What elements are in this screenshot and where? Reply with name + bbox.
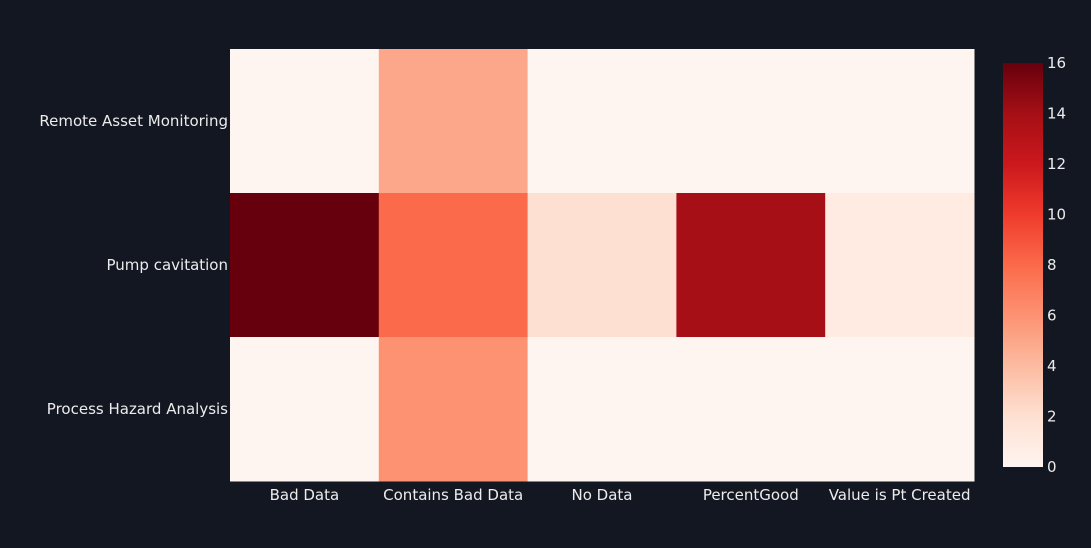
heatmap-cell [676, 193, 826, 338]
heatmap-cell [378, 193, 529, 338]
y-tick-label: Remote Asset Monitoring [39, 112, 228, 130]
x-tick-label: No Data [572, 486, 633, 504]
heatmap-cell [378, 49, 529, 194]
x-tick-label: Contains Bad Data [383, 486, 523, 504]
plot-area [230, 49, 975, 482]
colorbar-tick-label: 12 [1047, 155, 1066, 173]
colorbar-tick-label: 10 [1047, 206, 1066, 224]
heatmap-cell [527, 193, 677, 338]
heatmap-cell [378, 337, 529, 482]
colorbar-tick-label: 0 [1047, 458, 1057, 476]
x-axis: Bad Data Contains Bad Data No Data PercentG… [270, 486, 971, 504]
heatmap-cell [230, 49, 380, 194]
x-tick-label: Bad Data [270, 486, 340, 504]
colorbar: 0 2 4 6 8 10 12 14 16 [1003, 54, 1066, 476]
colorbar-tick-label: 16 [1047, 54, 1066, 72]
colorbar-tick-label: 2 [1047, 408, 1057, 426]
heatmap-cell [676, 49, 826, 194]
y-axis: Remote Asset Monitoring Pump cavitation Pr… [39, 112, 228, 418]
colorbar-tick-label: 4 [1047, 357, 1057, 375]
heatmap-cell [825, 49, 975, 194]
colorbar-gradient [1003, 63, 1043, 467]
heatmap-cell [676, 337, 826, 482]
colorbar-tick-label: 6 [1047, 307, 1057, 325]
heatmap-cell [825, 193, 975, 338]
heatmap-cell [527, 337, 677, 482]
y-tick-label: Process Hazard Analysis [47, 400, 228, 418]
heatmap-cell [825, 337, 975, 482]
heatmap-cell [230, 193, 380, 338]
colorbar-tick-label: 14 [1047, 105, 1066, 123]
x-tick-label: Value is Pt Created [829, 486, 971, 504]
heatmap-cell [230, 337, 380, 482]
y-tick-label: Pump cavitation [107, 256, 228, 274]
x-tick-label: PercentGood [703, 486, 799, 504]
heatmap-cell [527, 49, 677, 194]
colorbar-tick-label: 8 [1047, 256, 1057, 274]
